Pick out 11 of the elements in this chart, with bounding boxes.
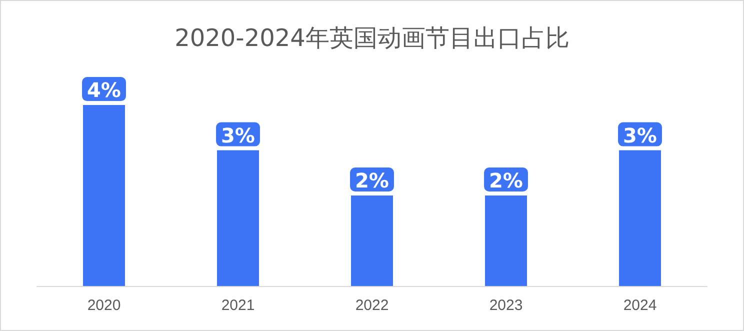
- chart-title: 2020-2024年英国动画节目出口占比: [174, 24, 570, 52]
- x-tick-label: 2023: [489, 297, 523, 314]
- data-label: 2%: [355, 168, 389, 193]
- x-tick-label: 2024: [623, 297, 657, 314]
- data-label: 3%: [221, 123, 255, 148]
- data-label: 4%: [87, 78, 121, 102]
- data-label: 2%: [489, 168, 523, 193]
- x-tick-label: 2020: [87, 297, 121, 314]
- data-label: 3%: [623, 123, 657, 148]
- x-tick-label: 2022: [355, 297, 389, 314]
- x-tick-label: 2021: [221, 297, 255, 314]
